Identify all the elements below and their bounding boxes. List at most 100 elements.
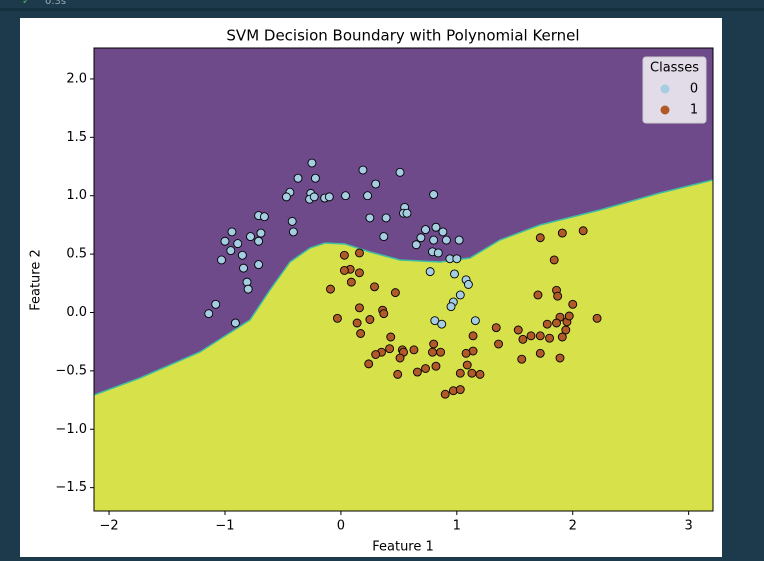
point — [467, 368, 477, 378]
point — [491, 323, 501, 333]
point — [454, 235, 464, 245]
point — [542, 319, 552, 329]
point — [309, 192, 319, 202]
point — [246, 232, 255, 242]
point — [564, 311, 574, 321]
point — [535, 331, 545, 341]
point — [365, 213, 375, 223]
x-tick-label: −1 — [215, 519, 234, 534]
point — [561, 325, 571, 335]
point — [293, 173, 303, 183]
point — [363, 191, 373, 201]
point — [440, 389, 450, 399]
point — [526, 331, 536, 341]
y-axis-label: Feature 2 — [29, 249, 44, 311]
point — [233, 239, 243, 249]
point — [386, 332, 396, 342]
point — [381, 213, 391, 223]
point — [226, 246, 236, 256]
point — [545, 333, 555, 343]
y-tick-label: 2.0 — [66, 71, 87, 86]
point — [455, 290, 465, 300]
point — [430, 316, 440, 326]
point — [259, 212, 269, 222]
point — [355, 303, 364, 313]
point — [379, 309, 389, 319]
point — [371, 350, 381, 359]
x-axis-label: Feature 1 — [372, 540, 434, 555]
region-class-1 — [94, 180, 713, 511]
chart-title: SVM Decision Boundary with Polynomial Ke… — [226, 27, 579, 45]
point — [416, 233, 426, 243]
point — [220, 236, 230, 246]
point — [393, 369, 403, 379]
point — [256, 228, 266, 238]
x-tick-label: 0 — [337, 519, 345, 534]
point — [557, 332, 567, 342]
boundary — [94, 179, 713, 396]
point — [463, 280, 473, 289]
point — [310, 173, 320, 183]
point — [553, 291, 563, 301]
y-tick-label: −1.5 — [55, 480, 87, 495]
point — [352, 318, 362, 328]
legend-title: Classes — [650, 61, 699, 76]
point — [371, 179, 381, 189]
point — [358, 165, 368, 175]
point — [204, 309, 214, 319]
point — [555, 353, 565, 363]
y-tick-label: 1.0 — [66, 188, 87, 203]
point — [281, 192, 291, 202]
point — [494, 339, 504, 349]
point — [421, 364, 430, 373]
point — [332, 313, 342, 323]
point — [395, 167, 405, 177]
point — [254, 260, 264, 270]
axes-frame — [93, 47, 714, 512]
point — [431, 361, 441, 371]
cell-divider — [0, 8, 764, 11]
point — [287, 216, 297, 226]
point — [518, 334, 528, 344]
point — [355, 248, 364, 258]
point — [429, 190, 439, 199]
point — [437, 319, 447, 329]
point — [239, 263, 248, 273]
point — [339, 250, 349, 260]
point — [425, 267, 435, 277]
point — [395, 353, 405, 363]
point — [429, 235, 439, 245]
point — [455, 385, 465, 395]
point — [428, 347, 437, 357]
x-tick-label: 3 — [685, 519, 693, 534]
point — [211, 299, 221, 309]
cell-time: 0.3s — [45, 0, 66, 7]
point — [470, 316, 480, 326]
point — [307, 158, 317, 168]
point — [513, 325, 523, 335]
legend-marker — [660, 84, 670, 94]
point — [254, 236, 264, 246]
legend-label: 1 — [690, 103, 698, 118]
point — [568, 299, 578, 309]
point — [409, 345, 419, 355]
point — [364, 359, 374, 369]
point — [533, 290, 543, 300]
y-tick-label: −0.5 — [55, 363, 87, 378]
point — [455, 368, 465, 378]
point — [535, 348, 545, 358]
point — [441, 235, 451, 245]
point — [436, 347, 446, 357]
point — [446, 302, 456, 312]
point — [326, 284, 335, 294]
point — [475, 369, 485, 379]
point — [438, 227, 448, 237]
y-tick-label: 0.0 — [66, 305, 87, 320]
point — [365, 315, 375, 324]
y-tick-label: −1.0 — [55, 422, 87, 437]
point — [217, 255, 226, 265]
point — [237, 250, 247, 260]
point — [452, 254, 462, 264]
point — [390, 288, 400, 298]
